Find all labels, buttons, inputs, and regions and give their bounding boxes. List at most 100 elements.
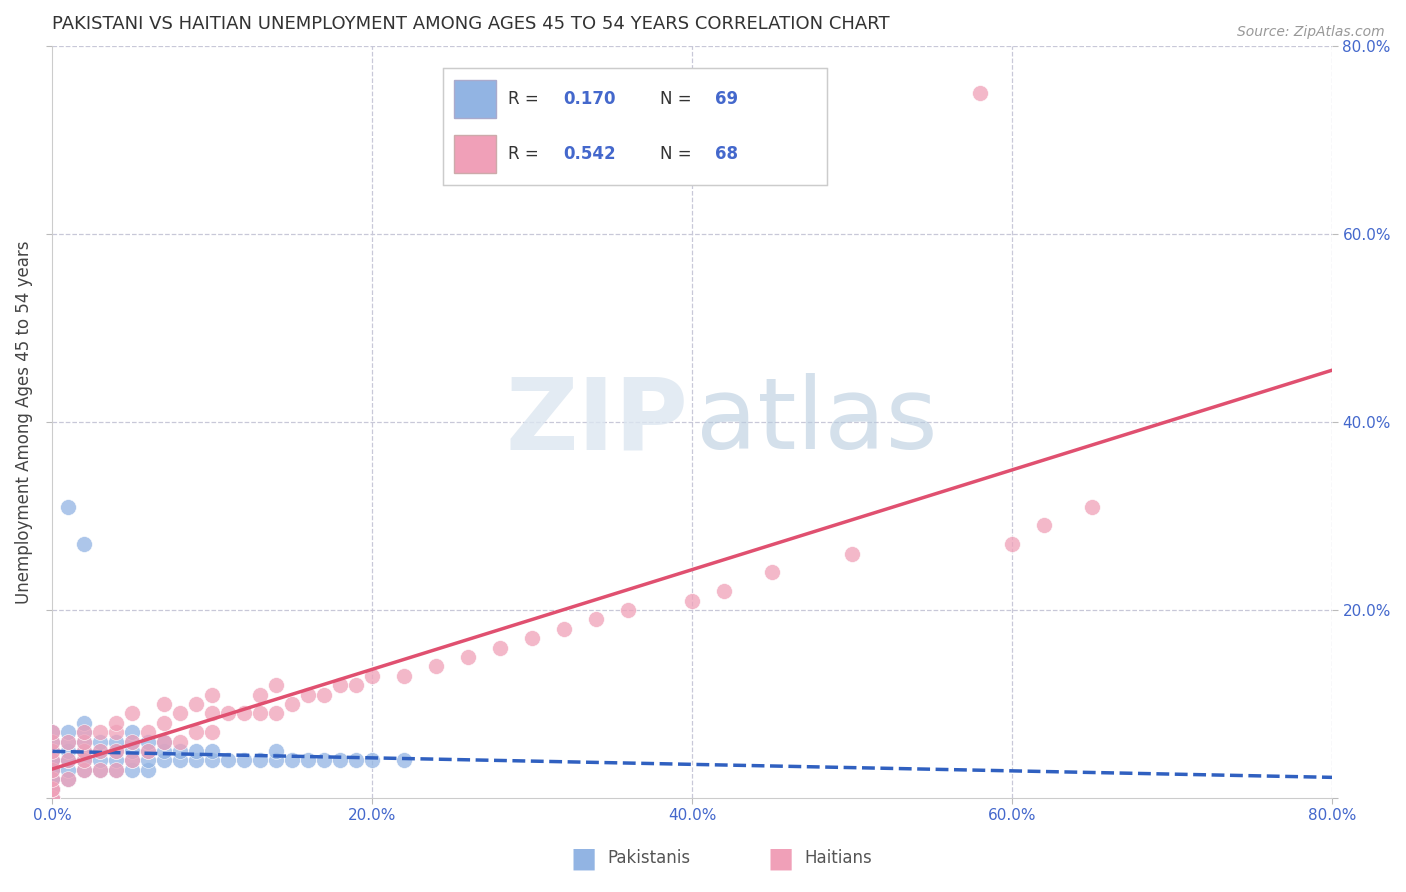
Point — [138, 725, 160, 739]
Point — [201, 725, 224, 739]
Point — [522, 631, 544, 645]
Point — [153, 744, 176, 758]
Point — [105, 763, 128, 777]
Point — [361, 669, 384, 683]
Point — [41, 791, 63, 805]
Point — [89, 744, 111, 758]
Point — [249, 754, 271, 768]
Point — [58, 754, 80, 768]
Point — [41, 772, 63, 787]
Point — [1001, 537, 1024, 551]
Point — [297, 688, 319, 702]
Point — [297, 754, 319, 768]
Point — [73, 744, 96, 758]
Point — [186, 744, 208, 758]
Point — [121, 754, 143, 768]
Point — [281, 697, 304, 711]
Point — [186, 697, 208, 711]
Text: ZIP: ZIP — [506, 374, 689, 470]
Point — [1033, 518, 1056, 533]
Point — [41, 791, 63, 805]
Point — [169, 744, 191, 758]
Point — [186, 725, 208, 739]
Point — [41, 744, 63, 758]
Point — [153, 715, 176, 730]
Point — [41, 754, 63, 768]
Point — [58, 734, 80, 748]
Point — [138, 744, 160, 758]
Point — [394, 754, 416, 768]
Point — [58, 734, 80, 748]
Point — [89, 744, 111, 758]
Point — [41, 791, 63, 805]
Point — [41, 763, 63, 777]
Point — [361, 754, 384, 768]
Point — [201, 706, 224, 721]
Text: Pakistanis: Pakistanis — [607, 849, 690, 867]
Text: atlas: atlas — [696, 374, 938, 470]
Point — [41, 781, 63, 796]
Text: ■: ■ — [571, 844, 596, 872]
Point — [121, 763, 143, 777]
Point — [105, 725, 128, 739]
Point — [249, 688, 271, 702]
Point — [138, 754, 160, 768]
Text: Source: ZipAtlas.com: Source: ZipAtlas.com — [1237, 25, 1385, 39]
Point — [138, 744, 160, 758]
Point — [58, 744, 80, 758]
Point — [41, 772, 63, 787]
Point — [58, 763, 80, 777]
Point — [105, 734, 128, 748]
Point — [169, 734, 191, 748]
Point — [233, 706, 256, 721]
Point — [41, 781, 63, 796]
Point — [73, 763, 96, 777]
Point — [105, 744, 128, 758]
Text: ■: ■ — [768, 844, 793, 872]
Point — [585, 612, 607, 626]
Point — [121, 734, 143, 748]
Point — [217, 706, 239, 721]
Point — [41, 781, 63, 796]
Point — [681, 593, 703, 607]
Point — [41, 725, 63, 739]
Point — [41, 734, 63, 748]
Point — [105, 715, 128, 730]
Point — [138, 734, 160, 748]
Point — [457, 650, 479, 665]
Point — [41, 772, 63, 787]
Text: PAKISTANI VS HAITIAN UNEMPLOYMENT AMONG AGES 45 TO 54 YEARS CORRELATION CHART: PAKISTANI VS HAITIAN UNEMPLOYMENT AMONG … — [52, 15, 890, 33]
Point — [58, 754, 80, 768]
Point — [58, 725, 80, 739]
Point — [169, 706, 191, 721]
Point — [41, 734, 63, 748]
Point — [73, 754, 96, 768]
Point — [233, 754, 256, 768]
Point — [121, 734, 143, 748]
Point — [121, 706, 143, 721]
Point — [201, 744, 224, 758]
Point — [153, 734, 176, 748]
Point — [153, 734, 176, 748]
Point — [41, 763, 63, 777]
Point — [344, 678, 367, 692]
Point — [153, 697, 176, 711]
Point — [841, 547, 863, 561]
Point — [266, 706, 288, 721]
Point — [73, 734, 96, 748]
Point — [41, 791, 63, 805]
Point — [121, 725, 143, 739]
Point — [73, 715, 96, 730]
Point — [41, 791, 63, 805]
Point — [73, 537, 96, 551]
Point — [201, 688, 224, 702]
Point — [41, 725, 63, 739]
Point — [138, 763, 160, 777]
Point — [266, 754, 288, 768]
Point — [314, 688, 336, 702]
Point — [153, 754, 176, 768]
Point — [329, 678, 352, 692]
Point — [58, 772, 80, 787]
Point — [58, 754, 80, 768]
Point — [394, 669, 416, 683]
